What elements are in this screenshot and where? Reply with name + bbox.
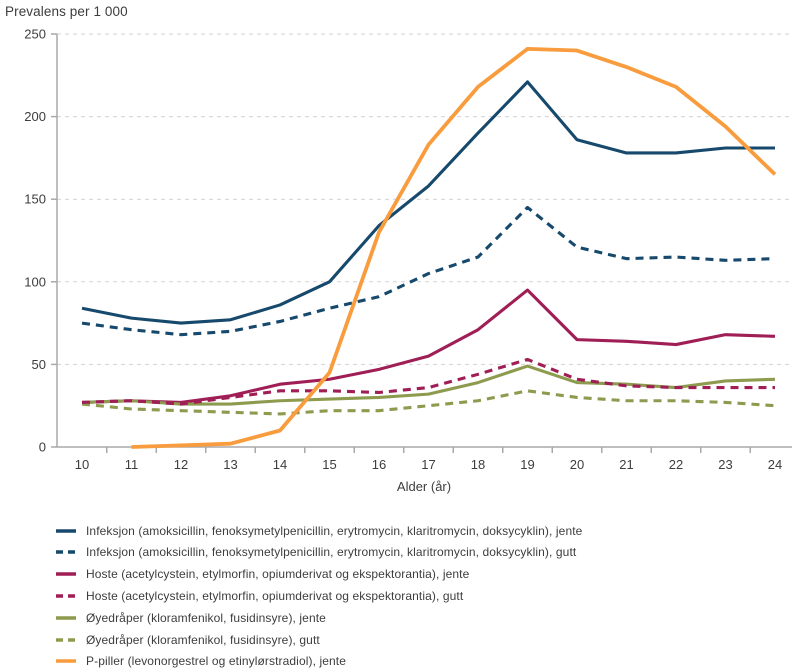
legend-item-infeksjon-gutt: Infeksjon (amoksicillin, fenoksymetylpen… bbox=[55, 545, 796, 560]
legend-swatch-dashed bbox=[56, 550, 76, 555]
legend-item-hoste-jente: Hoste (acetylcystein, etylmorfin, opiumd… bbox=[55, 567, 796, 582]
legend-label: Hoste (acetylcystein, etylmorfin, opiumd… bbox=[86, 567, 470, 582]
legend-label: Øyedråper (kloramfenikol, fusidinsyre), … bbox=[86, 610, 326, 625]
legend-swatch-solid bbox=[56, 528, 76, 533]
legend-item-hoste-gutt: Hoste (acetylcystein, etylmorfin, opiumd… bbox=[55, 588, 796, 603]
x-tick-label: 12 bbox=[174, 457, 188, 472]
x-tick-label: 13 bbox=[223, 457, 237, 472]
x-tick-label: 14 bbox=[273, 457, 287, 472]
axes bbox=[51, 33, 792, 453]
y-tick-label: 150 bbox=[24, 192, 46, 207]
x-tick-label: 17 bbox=[421, 457, 435, 472]
x-tick-label: 11 bbox=[125, 457, 139, 472]
tick-labels: 0 50 100 150 200 250 10 11 12 13 14 15 16 17 18 19 20 21 2… bbox=[24, 27, 782, 473]
y-axis-title: Prevalens per 1 000 bbox=[5, 4, 128, 19]
gridlines bbox=[57, 33, 792, 365]
y-tick-label: 250 bbox=[24, 27, 46, 42]
legend-swatch-solid bbox=[56, 616, 76, 620]
x-tick-label: 19 bbox=[520, 457, 534, 472]
legend-swatch-dashed bbox=[56, 594, 76, 598]
legend: Infeksjon (amoksicillin, fenoksymetylpen… bbox=[55, 523, 796, 669]
x-tick-label: 15 bbox=[322, 457, 336, 472]
x-tick-label: 22 bbox=[669, 457, 683, 472]
x-tick-label: 20 bbox=[570, 457, 584, 472]
x-axis-title: Alder (år) bbox=[397, 479, 451, 494]
legend-item-oyedraper-jente: Øyedråper (kloramfenikol, fusidinsyre), … bbox=[55, 610, 796, 625]
legend-label: Hoste (acetylcystein, etylmorfin, opiumd… bbox=[86, 588, 464, 603]
legend-item-infeksjon-jente: Infeksjon (amoksicillin, fenoksymetylpen… bbox=[55, 523, 796, 538]
legend-label: P-piller (levonorgestrel og etinylørstra… bbox=[86, 654, 346, 669]
prevalence-line-chart: 0 50 100 150 200 250 10 11 12 13 14 15 16 17 18 19 20 21 2… bbox=[24, 27, 792, 494]
legend-label: Infeksjon (amoksicillin, fenoksymetylpen… bbox=[86, 523, 583, 538]
y-tick-label: 50 bbox=[32, 357, 46, 372]
x-tick-label: 23 bbox=[718, 457, 732, 472]
legend-swatch-solid bbox=[56, 659, 76, 664]
x-tick-label: 16 bbox=[372, 457, 386, 472]
x-tick-label: 10 bbox=[75, 457, 89, 472]
legend-swatch-solid bbox=[56, 572, 76, 576]
x-tick-label: 21 bbox=[619, 457, 633, 472]
legend-swatch-dashed bbox=[56, 637, 76, 642]
legend-item-oyedraper-gutt: Øyedråper (kloramfenikol, fusidinsyre), … bbox=[55, 632, 796, 647]
legend-label: Øyedråper (kloramfenikol, fusidinsyre), … bbox=[86, 632, 320, 647]
series-line-infeksjon-jente bbox=[81, 80, 775, 325]
y-tick-label: 0 bbox=[39, 440, 46, 455]
series-line-hoste-gutt bbox=[81, 357, 775, 406]
y-tick-label: 200 bbox=[24, 109, 46, 124]
series-line-p-piller-jente bbox=[131, 46, 777, 449]
y-tick-label: 100 bbox=[24, 274, 46, 289]
series-line-infeksjon-gutt bbox=[81, 205, 776, 337]
x-tick-label: 18 bbox=[471, 457, 485, 472]
legend-label: Infeksjon (amoksicillin, fenoksymetylpen… bbox=[86, 545, 577, 560]
series-line-oyedraper-jente bbox=[81, 364, 776, 406]
x-tick-label: 24 bbox=[768, 457, 782, 472]
legend-item-p-piller-jente: P-piller (levonorgestrel og etinylørstra… bbox=[55, 654, 796, 669]
data-series bbox=[81, 46, 777, 449]
series-line-hoste-jente bbox=[81, 288, 776, 404]
series-line-oyedraper-gutt bbox=[81, 389, 776, 416]
